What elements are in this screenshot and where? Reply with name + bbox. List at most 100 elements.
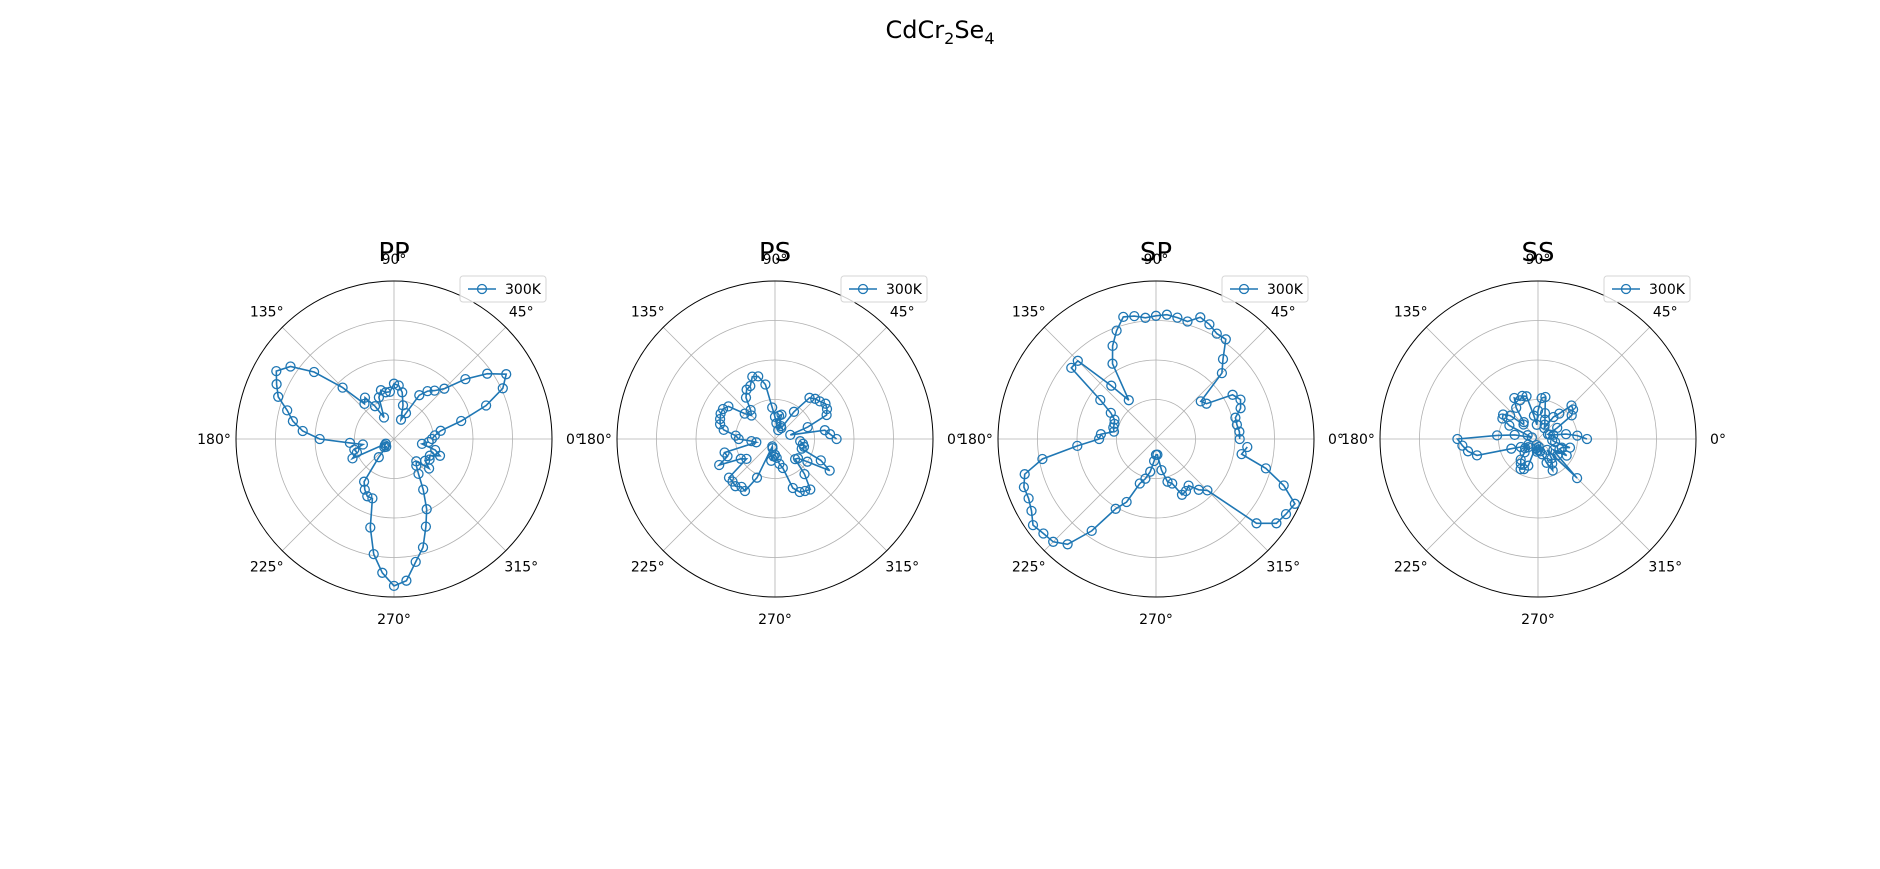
data-point [1531,419,1542,430]
data-point [821,403,833,415]
data-point [1026,505,1037,517]
data-point [1140,312,1151,323]
data-point [1150,310,1162,321]
data-point [1202,485,1213,496]
data-point [365,522,376,533]
data-point [1211,328,1222,339]
data-point [1062,539,1073,550]
data-point [785,429,796,441]
data-point [747,371,758,382]
data-point [1552,422,1563,434]
data-point [414,390,425,401]
data-point [1072,440,1083,452]
data-point [802,456,813,467]
data-point [271,365,282,377]
data-point [1531,446,1543,457]
data-point [1536,392,1547,404]
data-point [439,383,450,394]
theta-tick-label: 315° [885,559,919,575]
data-point [730,430,741,441]
data-point [723,401,734,412]
data-point [1566,410,1577,421]
data-point [1204,319,1215,330]
data-point [358,476,370,487]
data-point [373,392,385,403]
data-point [1072,355,1083,366]
data-point [410,556,421,568]
data-point [1506,443,1517,454]
theta-tick-label: 270° [377,612,411,628]
data-point [788,406,800,417]
data-point [1148,455,1160,467]
data-point [1539,407,1551,419]
data-point [792,453,804,464]
data-point [1504,420,1515,431]
legend-marker [476,283,488,295]
theta-tick-label: 225° [631,559,665,575]
data-point [773,424,784,436]
data-point [1145,466,1156,477]
data-point [1118,311,1129,323]
data-point [395,414,407,425]
data-point [1235,394,1246,405]
data-point [1271,518,1282,529]
data-point [1066,362,1077,374]
data-point [1462,446,1474,457]
data-point [421,504,432,515]
theta-tick-label: 45° [1653,305,1678,321]
data-point [730,481,741,492]
data-point [1107,340,1118,352]
data-point [362,491,373,502]
data-point [1182,316,1193,327]
data-point [714,419,726,430]
data-point [369,401,381,412]
data-point [715,408,726,419]
data-point [1023,493,1034,504]
data-point [751,472,763,483]
data-point [424,450,435,461]
data-point [1234,426,1245,437]
data-point [1019,469,1030,480]
data-point [297,425,308,437]
theta-tick-label: 0° [566,432,582,448]
data-point [417,542,429,553]
data-point [795,436,806,447]
data-point [771,418,782,429]
data-point [1509,392,1520,404]
data-point [359,484,370,495]
data-point [745,380,756,392]
theta-tick-label: 225° [1012,559,1046,575]
data-point [1515,458,1526,469]
data-point [359,398,370,410]
data-point [1278,480,1289,491]
theta-tick-label: 225° [250,559,284,575]
data-point [1535,446,1546,457]
data-point [740,392,752,403]
data-point [1539,419,1550,430]
data-point [1106,380,1117,391]
data-point [1556,442,1567,453]
series-line-300k [1023,313,1296,546]
data-point [767,443,778,454]
data-point [1108,426,1120,437]
data-point [799,485,811,497]
data-point [423,436,434,448]
data-point [1108,422,1119,433]
data-point [1152,449,1163,460]
data-point [1571,472,1583,484]
theta-tick-label: 90° [763,252,788,268]
data-point [1037,453,1048,465]
theta-tick-label: 0° [1710,432,1726,448]
legend-frame [840,275,928,303]
data-point [388,580,400,592]
theta-tick-label: 90° [382,252,407,268]
data-point [359,392,371,403]
data-point [1518,419,1529,430]
data-point [1018,481,1030,493]
data-point [1123,395,1134,406]
data-point [501,369,512,380]
data-point [796,443,807,454]
data-point [480,400,492,411]
data-point [375,385,387,396]
data-point [1227,389,1238,400]
